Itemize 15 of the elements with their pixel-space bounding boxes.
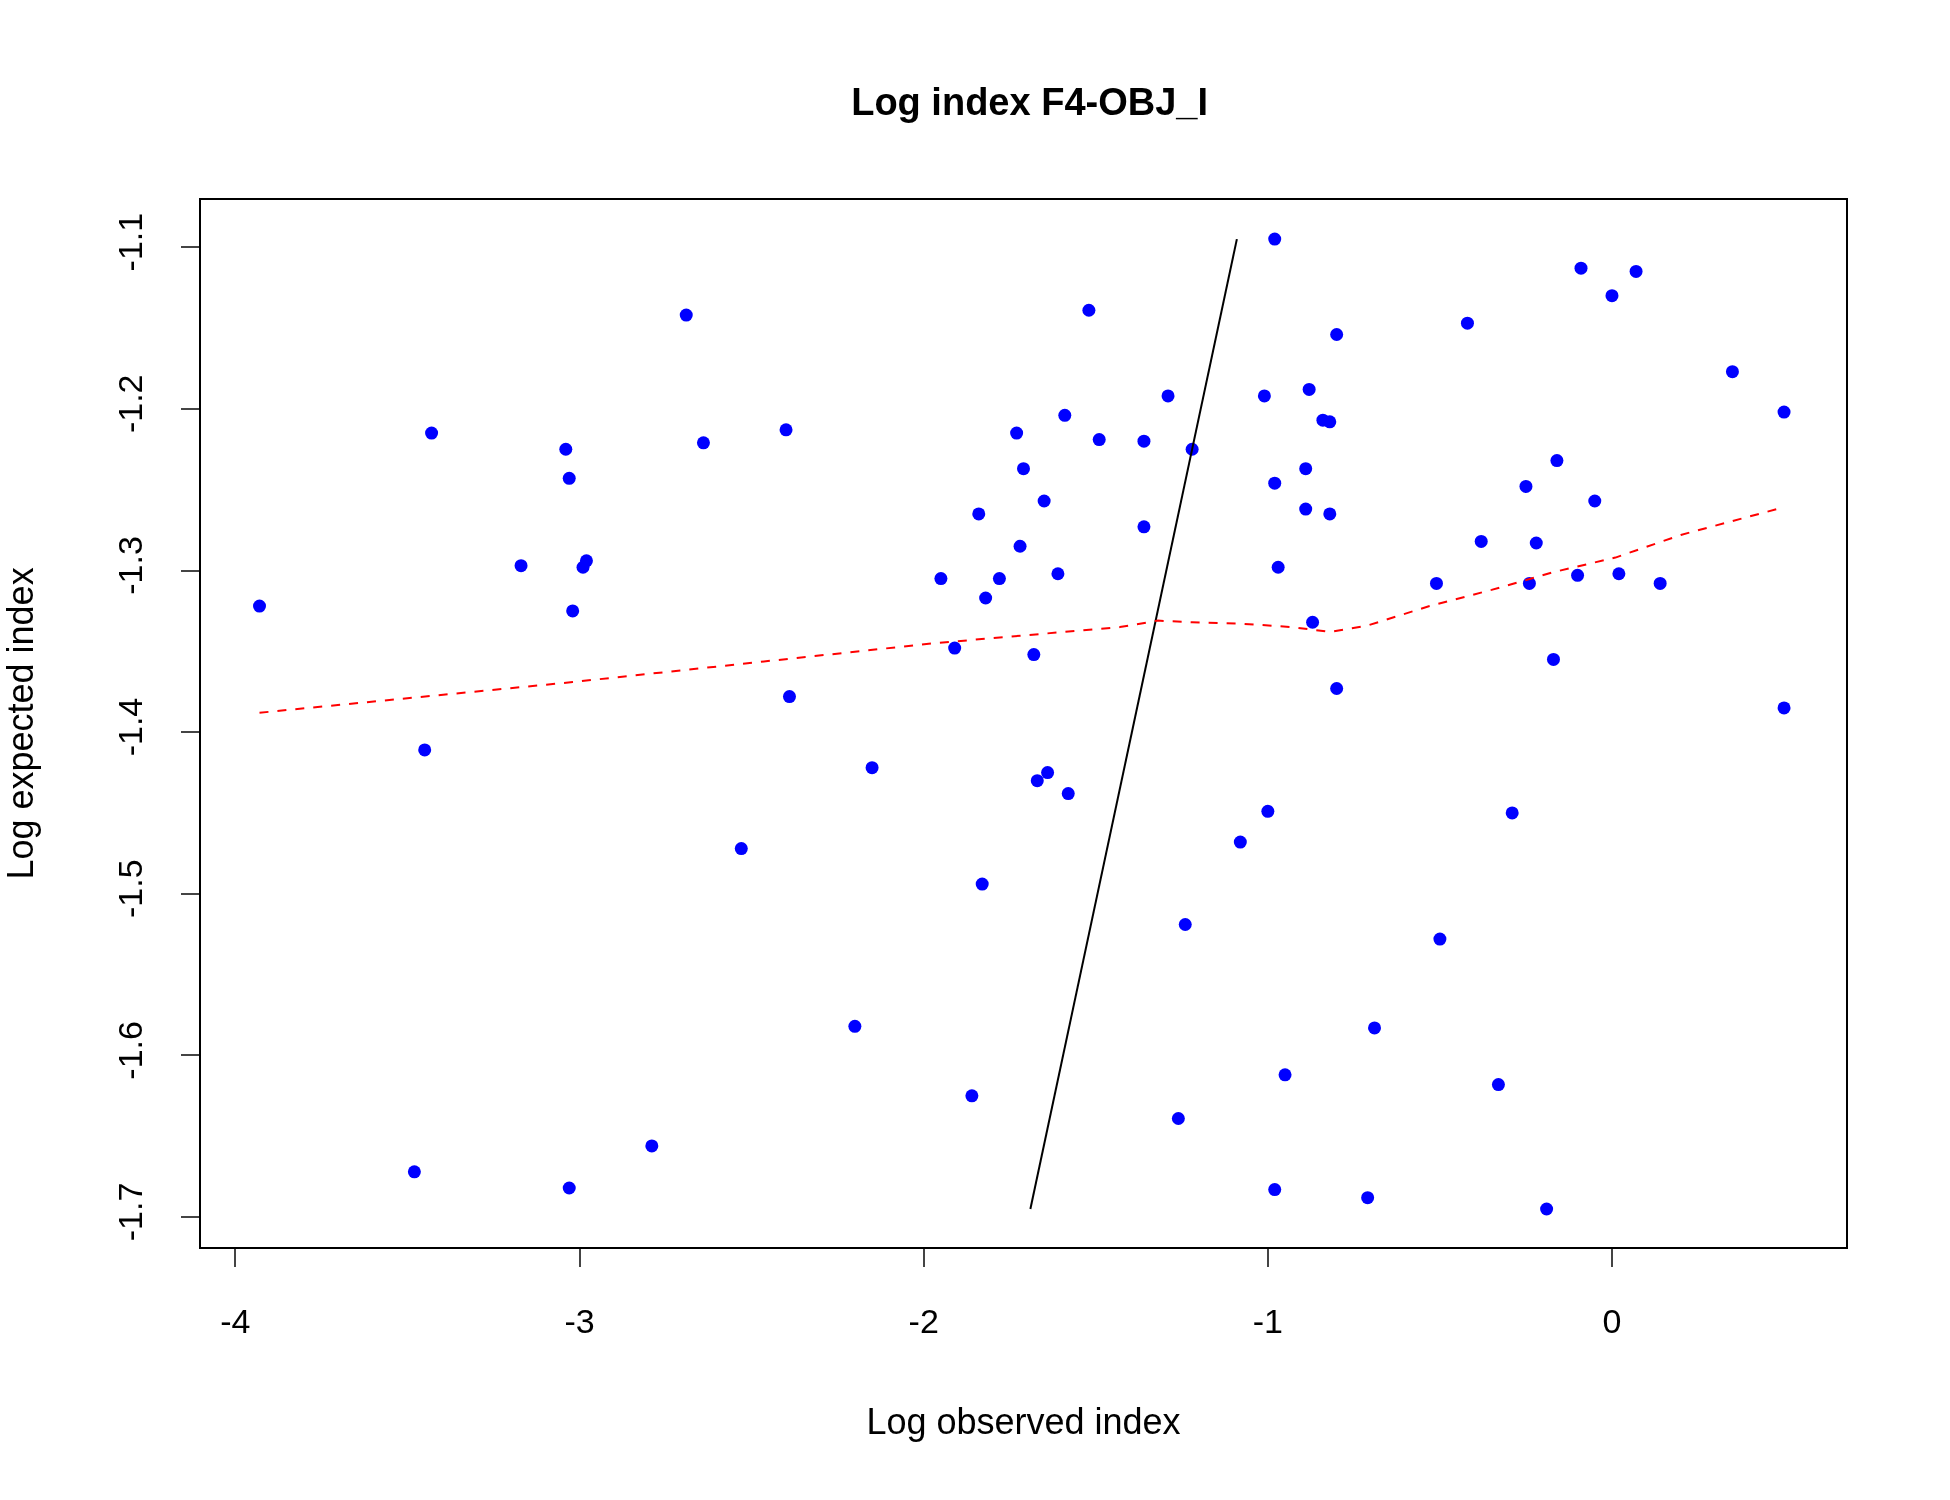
y-tick-label: -1.3 <box>111 536 150 595</box>
x-tick-label: -3 <box>564 1301 595 1340</box>
x-tick-label: -2 <box>908 1301 939 1340</box>
y-tick-label: -1.2 <box>111 374 150 434</box>
y-tick-label: -1.5 <box>111 859 150 918</box>
x-tick-label: 0 <box>1602 1301 1622 1340</box>
x-tick-label: -1 <box>1252 1301 1283 1340</box>
x-axis-title: Log observed index <box>866 1401 1181 1442</box>
y-tick-label: -1.6 <box>111 1021 150 1080</box>
chart-title: Log index F4-OBJ_I <box>851 81 1209 124</box>
y-tick-label: -1.7 <box>111 1182 150 1242</box>
x-tick-label: -4 <box>220 1301 251 1340</box>
y-tick-label: -1.1 <box>111 212 150 272</box>
y-axis-title: Log expected index <box>0 567 41 880</box>
y-tick-label: -1.4 <box>111 697 150 757</box>
